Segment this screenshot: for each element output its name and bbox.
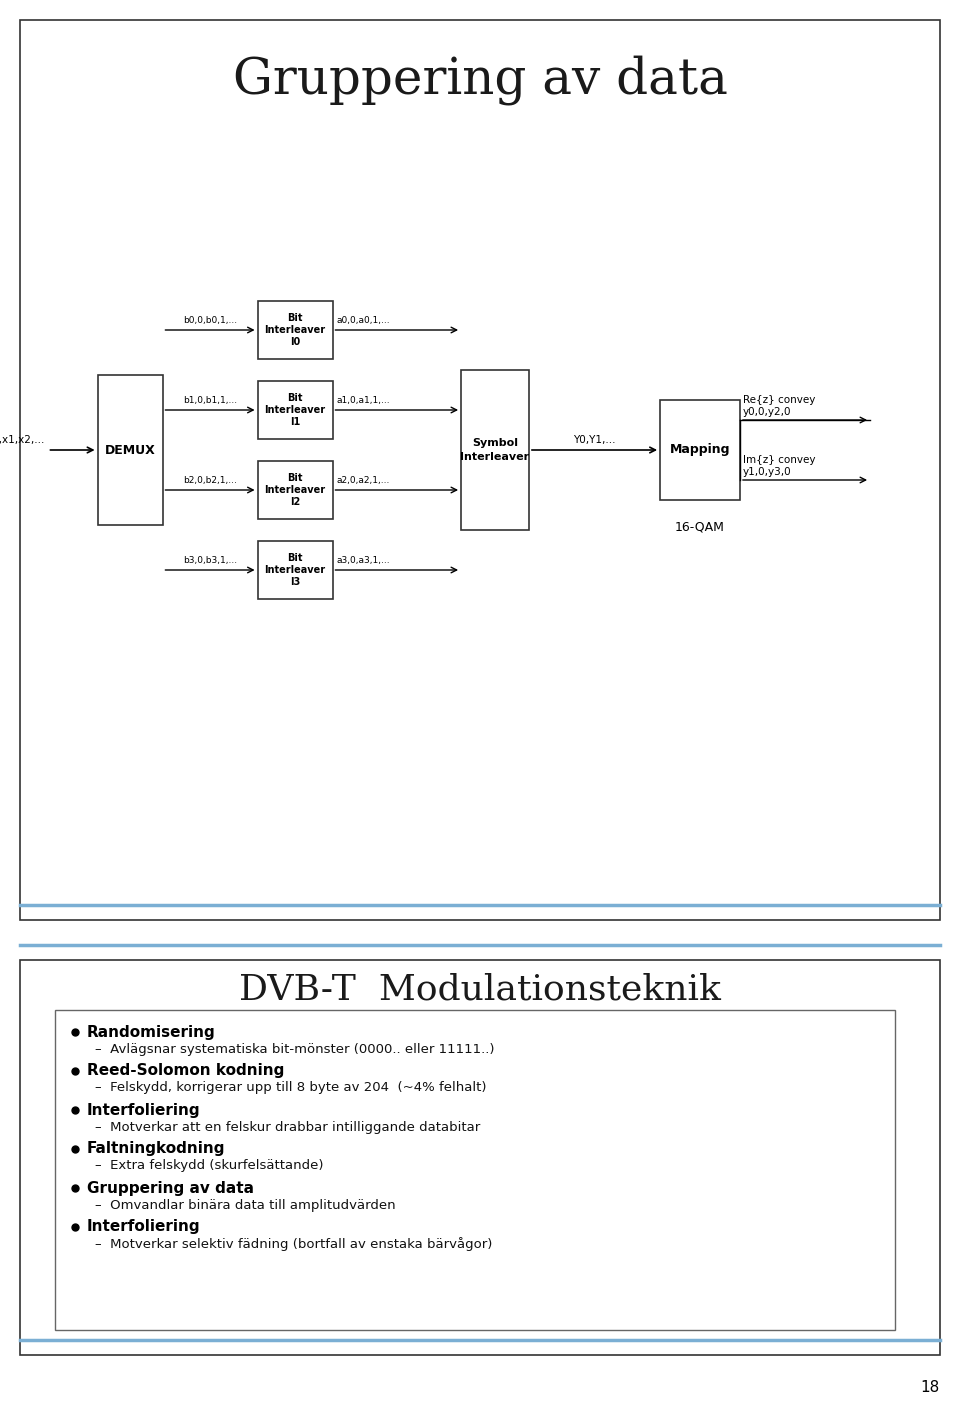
Text: Bit
Interleaver
I3: Bit Interleaver I3 (264, 553, 325, 588)
Text: –  Felskydd, korrigerar upp till 8 byte av 204  (~4% felhalt): – Felskydd, korrigerar upp till 8 byte a… (95, 1081, 487, 1094)
Bar (55, 1010, 895, 1330)
Bar (20, 960, 940, 1355)
Bar (461, 369, 529, 530)
Text: –  Extra felskydd (skurfelsättande): – Extra felskydd (skurfelsättande) (95, 1159, 324, 1173)
Bar (257, 461, 332, 519)
Text: Bit
Interleaver
I0: Bit Interleaver I0 (264, 313, 325, 347)
Text: Gruppering av data: Gruppering av data (232, 55, 728, 104)
Text: Symbol
Interleaver: Symbol Interleaver (461, 439, 530, 461)
Bar (257, 541, 332, 599)
Text: Re{z} convey
y0,0,y2,0: Re{z} convey y0,0,y2,0 (743, 395, 815, 417)
Text: a3,0,a3,1,...: a3,0,a3,1,... (337, 556, 390, 565)
Bar (257, 381, 332, 439)
Text: x0,x1,x2,...: x0,x1,x2,... (0, 436, 45, 446)
Text: b3,0,b3,1,...: b3,0,b3,1,... (183, 556, 237, 565)
Text: –  Avlägsnar systematiska bit-mönster (0000.. eller 11111..): – Avlägsnar systematiska bit-mönster (00… (95, 1042, 494, 1056)
Text: 16-QAM: 16-QAM (675, 520, 725, 533)
Text: b0,0,b0,1,...: b0,0,b0,1,... (183, 316, 237, 324)
Text: DEMUX: DEMUX (105, 444, 156, 457)
Text: Gruppering av data: Gruppering av data (87, 1180, 254, 1196)
Text: –  Omvandlar binära data till amplitudvärden: – Omvandlar binära data till amplitudvär… (95, 1198, 396, 1211)
Text: 18: 18 (921, 1380, 940, 1394)
Text: Reed-Solomon kodning: Reed-Solomon kodning (87, 1063, 284, 1079)
Text: Bit
Interleaver
I2: Bit Interleaver I2 (264, 472, 325, 508)
Bar (20, 20, 940, 919)
Text: a0,0,a0,1,...: a0,0,a0,1,... (337, 316, 390, 324)
Text: Interfoliering: Interfoliering (87, 1220, 201, 1235)
Text: Y0,Y1,...: Y0,Y1,... (573, 436, 615, 446)
Text: –  Motverkar att en felskur drabbar intilliggande databitar: – Motverkar att en felskur drabbar intil… (95, 1121, 480, 1134)
Text: Im{z} convey
y1,0,y3,0: Im{z} convey y1,0,y3,0 (743, 455, 815, 477)
Bar (257, 300, 332, 360)
Text: –  Motverkar selektiv fädning (bortfall av enstaka bärvågor): – Motverkar selektiv fädning (bortfall a… (95, 1237, 492, 1251)
Bar (660, 400, 740, 501)
Text: Interfoliering: Interfoliering (87, 1103, 201, 1118)
Text: a1,0,a1,1,...: a1,0,a1,1,... (337, 396, 390, 405)
Bar (98, 375, 162, 525)
Text: b1,0,b1,1,...: b1,0,b1,1,... (183, 396, 237, 405)
Text: Bit
Interleaver
I1: Bit Interleaver I1 (264, 392, 325, 427)
Text: b2,0,b2,1,...: b2,0,b2,1,... (183, 477, 237, 485)
Text: Randomisering: Randomisering (87, 1025, 216, 1039)
Text: DVB-T  Modulationsteknik: DVB-T Modulationsteknik (239, 973, 721, 1007)
Text: Mapping: Mapping (670, 444, 731, 457)
Text: a2,0,a2,1,...: a2,0,a2,1,... (337, 477, 390, 485)
Text: Faltningkodning: Faltningkodning (87, 1142, 226, 1156)
